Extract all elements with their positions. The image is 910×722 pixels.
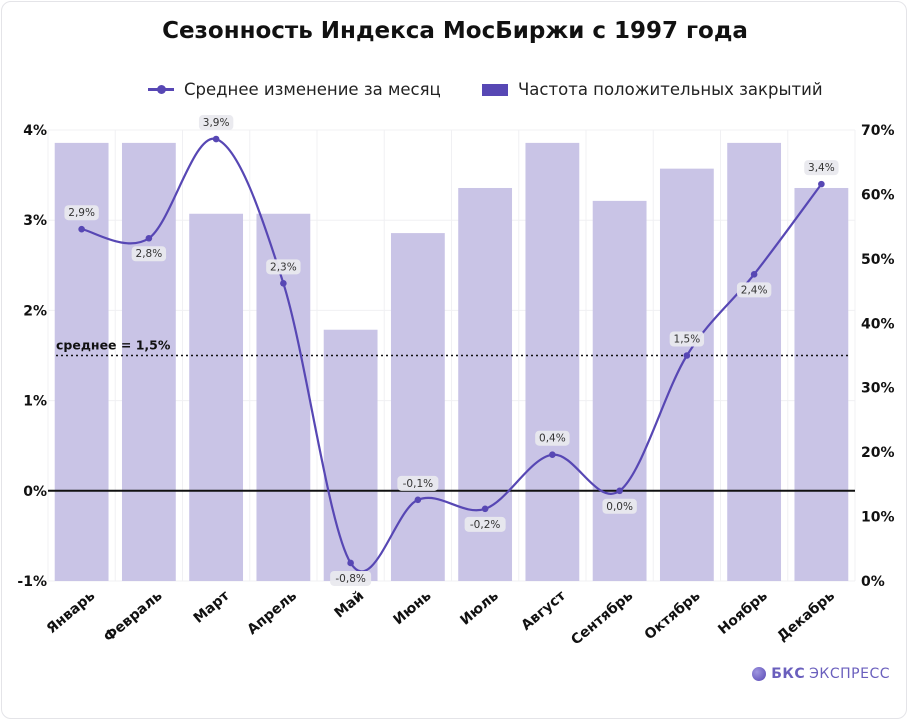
bar <box>525 142 580 581</box>
data-label: 1,5% <box>674 334 701 346</box>
data-label: 3,9% <box>203 117 230 129</box>
x-tick-label: Октябрь <box>642 588 704 644</box>
data-label: -0,8% <box>335 573 365 585</box>
line-point <box>347 559 354 567</box>
data-label-box <box>64 205 99 221</box>
data-label-box <box>602 498 637 514</box>
right-tick-label: 30% <box>861 381 895 397</box>
x-tick-label: Апрель <box>244 588 300 638</box>
data-label: -0,1% <box>403 478 433 490</box>
bar <box>727 142 782 581</box>
line-point <box>280 280 287 287</box>
bar-swatch-icon <box>482 83 508 96</box>
data-label-box <box>330 570 372 586</box>
right-tick-label: 20% <box>861 445 895 461</box>
left-tick-label: 4% <box>23 123 47 139</box>
bks-logo-icon <box>752 667 767 681</box>
line-point <box>683 352 691 359</box>
data-labels: 2,9% 2,8% 3,9% 2,3% -0,8% -0,1% -0,2% 0,4% 0,0% 1… <box>64 115 839 586</box>
data-label-box <box>464 516 506 532</box>
brand-logo: БКС ЭКСПРЕСС <box>752 666 890 682</box>
data-label: 3,4% <box>808 162 835 174</box>
right-tick-label: 10% <box>861 510 895 526</box>
left-tick-label: 1% <box>23 394 47 410</box>
bar <box>592 200 647 581</box>
data-label: 0,0% <box>606 501 633 513</box>
line-marker-icon <box>148 85 174 94</box>
data-label-box <box>131 246 167 262</box>
bar <box>256 213 311 581</box>
line-point <box>212 135 220 143</box>
right-tick-label: 50% <box>861 252 895 268</box>
left-tick-label: 2% <box>23 303 47 319</box>
data-label: -0,2% <box>470 519 500 531</box>
left-tick-label: 0% <box>23 484 47 500</box>
line-point <box>78 225 85 233</box>
brand-name-bold: БКС <box>771 666 806 682</box>
data-label: 2,9% <box>68 207 95 219</box>
bar <box>659 168 714 581</box>
data-label-box <box>669 331 705 347</box>
data-label: 2,3% <box>270 261 297 273</box>
x-tick-label: Сентябрь <box>568 588 636 649</box>
x-tick-label: Январь <box>44 588 99 637</box>
bar <box>794 187 849 581</box>
data-label-box <box>535 430 570 446</box>
data-label: 2,4% <box>741 284 768 296</box>
x-tick-label: Февраль <box>101 588 166 646</box>
average-line-group: среднее = 1,5% <box>56 338 849 357</box>
legend-line-label: Среднее изменение за месяц <box>184 80 441 99</box>
x-tick-label: Ноябрь <box>715 588 771 638</box>
right-tick-label: 40% <box>861 316 895 332</box>
line-point <box>549 451 556 459</box>
line-point <box>616 487 623 495</box>
left-tick-label: 3% <box>23 213 47 229</box>
x-tick-label: Май <box>331 588 367 622</box>
bar <box>458 187 513 581</box>
brand-name-rest: ЭКСПРЕСС <box>809 666 890 682</box>
x-tick-label: Декабрь <box>774 588 838 645</box>
data-label-box <box>266 259 301 275</box>
chart-title: Сезонность Индекса МосБиржи с 1997 года <box>162 18 748 44</box>
bar <box>390 233 445 582</box>
right-tick-label: 70% <box>861 123 895 139</box>
data-label: 0,4% <box>539 433 566 445</box>
left-tick-label: -1% <box>17 574 47 590</box>
x-axis-labels: Январь Февраль Март Апрель Май Июнь Июль Август… <box>44 587 838 648</box>
line-point <box>750 271 758 278</box>
average-label: среднее = 1,5% <box>56 338 171 353</box>
line-point <box>145 234 153 242</box>
legend-bar-label: Частота положительных закрытий <box>518 80 823 99</box>
axes: 4% 3% 2% 1% 0% -1% 70% 60% 50% 40% 30% 20% 10% 0% <box>17 123 894 590</box>
legend-item-line[interactable]: Среднее изменение за месяц <box>148 80 441 99</box>
bar <box>121 142 176 581</box>
legend: Среднее изменение за месяц Частота полож… <box>0 80 910 104</box>
right-tick-label: 60% <box>861 187 895 203</box>
line-point <box>818 180 825 188</box>
x-tick-label: Март <box>191 587 234 627</box>
bar <box>189 213 244 581</box>
data-label-box <box>397 475 439 491</box>
x-tick-label: Июнь <box>391 588 435 629</box>
line-point <box>414 496 422 504</box>
data-label: 2,8% <box>136 248 163 260</box>
bar <box>323 329 378 581</box>
right-tick-label: 0% <box>861 574 885 590</box>
line-series <box>78 135 825 573</box>
legend-item-bar[interactable]: Частота положительных закрытий <box>482 80 823 99</box>
x-tick-label: Июль <box>457 588 501 629</box>
x-tick-label: Август <box>518 587 569 634</box>
data-label-box <box>804 160 839 176</box>
line-point <box>481 505 489 513</box>
data-label-box <box>736 282 772 298</box>
data-label-box <box>198 115 234 131</box>
